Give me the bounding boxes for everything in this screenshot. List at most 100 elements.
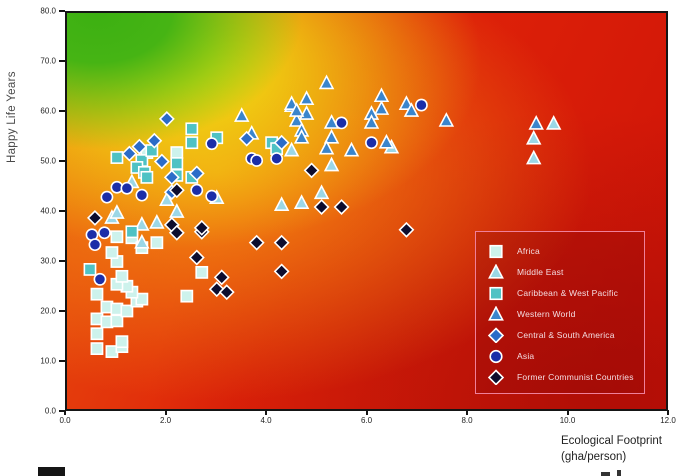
y-tick-label: 10.0 — [40, 356, 56, 366]
data-point — [168, 182, 185, 199]
data-point — [158, 110, 175, 127]
plot-area: Africa Middle East Caribbean & West Pacifi… — [65, 11, 668, 411]
data-point — [283, 141, 300, 157]
data-point — [120, 181, 134, 195]
data-point — [208, 281, 225, 298]
data-point — [188, 249, 205, 266]
data-point — [135, 292, 149, 306]
legend-label: Africa — [517, 245, 540, 256]
x-axis-title: Ecological Footprint (gha/person) — [561, 434, 679, 465]
data-point — [131, 138, 148, 155]
data-point — [293, 194, 310, 209]
data-point — [90, 342, 104, 356]
data-point — [190, 183, 204, 197]
data-point — [169, 203, 185, 218]
data-point — [398, 221, 415, 238]
data-point — [188, 165, 205, 182]
data-point — [335, 116, 348, 130]
data-point — [115, 335, 129, 349]
data-point — [100, 190, 114, 204]
data-point — [343, 141, 360, 157]
data-point — [90, 327, 104, 341]
x-tick-mark — [64, 410, 66, 415]
y-tick-label: 70.0 — [40, 56, 56, 66]
diamond-legend-icon — [488, 368, 504, 385]
data-point — [323, 114, 340, 129]
square-legend-icon — [489, 244, 503, 258]
data-point — [238, 130, 255, 147]
y-tick-label: 30.0 — [40, 256, 56, 266]
y-tick-mark — [59, 160, 65, 162]
triangle-legend-icon — [488, 305, 504, 321]
data-point — [180, 289, 194, 303]
data-point — [250, 154, 264, 167]
y-axis-title: Happy Life Years — [6, 71, 18, 163]
data-point — [288, 102, 305, 117]
data-point — [545, 115, 562, 130]
data-point — [378, 133, 395, 149]
x-tick-mark — [265, 410, 267, 415]
data-point — [288, 112, 305, 127]
data-point — [115, 269, 129, 283]
data-point — [323, 156, 340, 172]
data-point — [185, 122, 199, 136]
x-tick-mark — [365, 410, 368, 415]
y-tick-mark — [59, 260, 65, 262]
legend-item: Former Communist Countries — [488, 366, 644, 387]
data-point — [134, 233, 150, 249]
data-point — [98, 226, 111, 240]
data-point — [525, 129, 542, 145]
data-point — [373, 87, 390, 103]
y-tick-mark — [59, 110, 65, 112]
x-tick-label: 8.0 — [461, 416, 473, 425]
data-point — [293, 128, 310, 144]
data-point — [303, 162, 320, 179]
y-tick-label: 20.0 — [40, 306, 56, 316]
scatter-points-layer — [83, 74, 562, 358]
x-tick-label: 12.0 — [660, 416, 676, 425]
data-point — [110, 230, 124, 244]
data-point — [273, 134, 290, 151]
legend: Africa Middle East Caribbean & West Pacifi… — [475, 231, 645, 394]
data-point — [318, 74, 335, 90]
data-point — [146, 132, 163, 149]
data-point — [109, 204, 125, 219]
crop-artifact-mark-2 — [617, 470, 621, 476]
y-tick-label: 40.0 — [40, 206, 56, 216]
data-point — [273, 196, 290, 211]
y-tick-mark — [59, 210, 65, 212]
data-point — [153, 153, 170, 170]
data-point — [93, 272, 107, 286]
y-tick-mark — [59, 410, 65, 412]
data-point — [363, 114, 380, 129]
data-point — [403, 102, 420, 117]
crop-artifact-bar — [38, 467, 65, 476]
data-point — [298, 90, 315, 106]
x-tick-mark — [164, 410, 167, 415]
legend-item: Central & South America — [488, 324, 644, 345]
data-point — [248, 234, 265, 251]
y-tick-label: 0.0 — [44, 406, 56, 416]
data-point — [195, 265, 209, 279]
data-point — [323, 128, 340, 144]
data-point — [273, 263, 290, 280]
y-tick-label: 80.0 — [40, 6, 56, 16]
x-tick-label: 0.0 — [59, 416, 71, 425]
triangle-legend-icon — [488, 263, 504, 279]
legend-item: Western World — [488, 303, 644, 324]
data-point — [168, 224, 185, 241]
data-point — [185, 136, 199, 150]
diamond-legend-icon — [488, 326, 504, 343]
y-tick-label: 50.0 — [40, 156, 56, 166]
data-point — [87, 209, 103, 226]
data-point — [218, 284, 235, 301]
data-point — [135, 188, 149, 202]
square-legend-icon — [489, 286, 503, 300]
legend-item: Caribbean & West Pacific — [488, 282, 644, 303]
data-point — [90, 287, 104, 301]
data-point — [170, 157, 184, 170]
legend-label: Central & South America — [517, 329, 615, 340]
data-point — [273, 234, 290, 251]
data-point — [270, 152, 284, 165]
